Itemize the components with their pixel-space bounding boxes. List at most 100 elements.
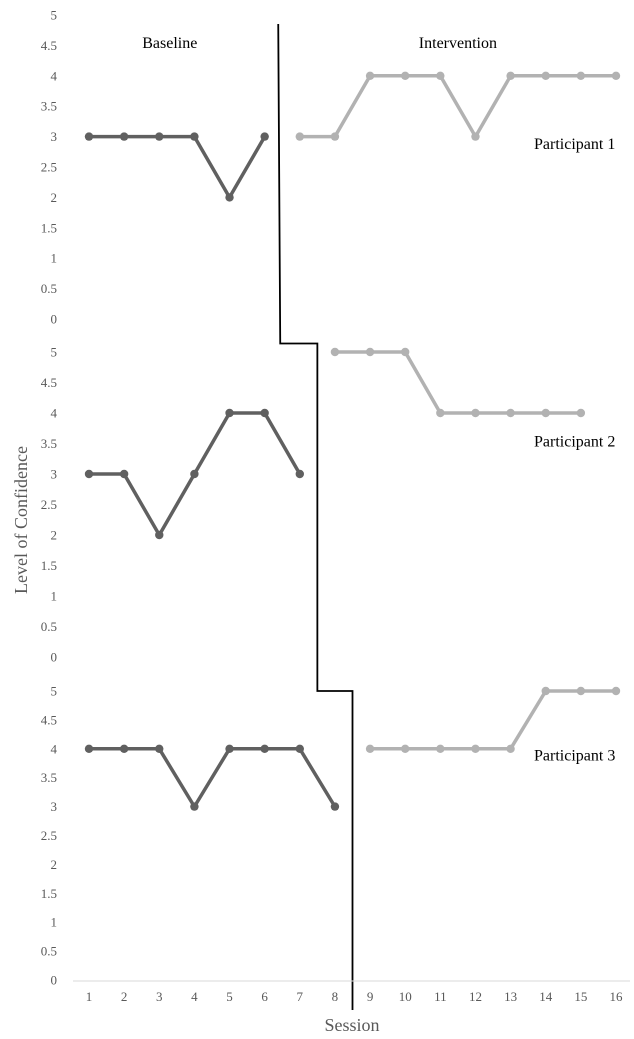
baseline-data-point — [295, 469, 304, 479]
intervention-data-point — [471, 744, 480, 753]
intervention-data-point — [436, 744, 445, 753]
x-tick-label: 13 — [504, 989, 517, 1004]
y-tick-label: 1 — [51, 251, 58, 266]
x-tick-label: 4 — [191, 989, 198, 1004]
intervention-data-point — [471, 408, 480, 418]
x-tick-label: 3 — [156, 989, 163, 1004]
intervention-data-point — [365, 347, 375, 357]
y-tick-label: 2 — [51, 190, 58, 205]
y-tick-label: 2.5 — [41, 497, 57, 512]
y-axis-label: Level of Confidence — [11, 446, 31, 594]
participant-label: Participant 2 — [534, 434, 615, 451]
x-tick-label: 6 — [261, 989, 268, 1004]
baseline-data-point — [119, 132, 129, 141]
baseline-data-point — [84, 469, 94, 479]
y-tick-label: 1.5 — [41, 886, 57, 901]
y-tick-label: 5 — [51, 345, 58, 360]
x-tick-label: 8 — [332, 989, 339, 1004]
x-tick-label: 16 — [610, 989, 624, 1004]
intervention-data-point — [541, 408, 550, 418]
y-tick-label: 1 — [51, 915, 58, 930]
y-tick-label: 2 — [51, 857, 58, 872]
y-tick-label: 0 — [51, 312, 58, 327]
baseline-data-point — [225, 408, 234, 418]
intervention-data-point — [541, 71, 550, 81]
x-axis-label: Session — [324, 1015, 379, 1035]
baseline-data-point — [260, 132, 269, 141]
panel-participant-3: 0 0.5 1 1.5 2 2.5 3 3.5 4 4.5 5 Participant 3 — [41, 684, 621, 988]
baseline-data-point — [225, 193, 234, 202]
y-tick-label: 5 — [51, 684, 58, 699]
intervention-data-point — [506, 71, 515, 81]
x-tick-label: 1 — [86, 989, 93, 1004]
phase-change-line — [277, 23, 354, 1010]
y-tick-label: 3 — [51, 129, 58, 144]
y-tick-label: 3 — [51, 467, 58, 482]
baseline-data-point — [84, 744, 94, 753]
y-tick-label: 4.5 — [41, 712, 57, 727]
x-tick-label: 11 — [434, 989, 447, 1004]
intervention-series-line — [368, 689, 618, 751]
baseline-data-point — [190, 132, 199, 141]
intervention-data-point — [436, 71, 445, 81]
x-tick-label: 12 — [469, 989, 482, 1004]
y-tick-label: 0.5 — [41, 281, 57, 296]
x-tick-label: 2 — [121, 989, 128, 1004]
intervention-data-point — [330, 347, 340, 357]
y-tick-label: 0 — [51, 973, 58, 988]
baseline-data-point — [119, 469, 129, 479]
x-tick-label: 5 — [226, 989, 233, 1004]
intervention-data-point — [576, 686, 586, 696]
chart-panels: 0 0.5 1 1.5 2 2.5 3 3.5 4 4.5 5 Participant 1 0 0.5 1 1… — [41, 8, 621, 988]
y-tick-label: 4 — [51, 406, 58, 421]
intervention-data-point — [541, 686, 550, 696]
intervention-data-point — [401, 744, 410, 753]
baseline-data-point — [260, 408, 269, 418]
baseline-data-point — [155, 530, 164, 540]
y-tick-label: 1.5 — [41, 558, 57, 573]
baseline-data-point — [190, 469, 199, 479]
phase-label-intervention: Intervention — [419, 35, 497, 52]
baseline-data-point — [84, 132, 94, 141]
intervention-data-point — [365, 71, 375, 81]
intervention-data-point — [611, 71, 621, 81]
intervention-data-point — [295, 132, 304, 141]
intervention-data-point — [576, 71, 586, 81]
y-tick-label: 3.5 — [41, 436, 57, 451]
x-tick-label: 9 — [367, 989, 374, 1004]
intervention-data-point — [576, 408, 586, 418]
x-tick-label: 14 — [539, 989, 553, 1004]
x-axis: 1 2 3 4 5 6 7 8 9 10 11 12 13 14 15 16 — [73, 980, 630, 1004]
y-tick-label: 3.5 — [41, 770, 57, 785]
y-tick-label: 2 — [51, 528, 58, 543]
y-tick-label: 5 — [51, 8, 58, 23]
y-tick-label: 2.5 — [41, 160, 57, 175]
baseline-series-line — [87, 134, 267, 200]
baseline-data-point — [155, 744, 164, 753]
intervention-data-point — [506, 408, 515, 418]
phase-label-baseline: Baseline — [142, 35, 197, 52]
baseline-data-point — [190, 802, 199, 811]
baseline-series-line — [87, 747, 337, 809]
y-tick-label: 3 — [51, 799, 58, 814]
baseline-data-point — [260, 744, 269, 753]
baseline-data-point — [295, 744, 304, 753]
intervention-data-point — [436, 408, 445, 418]
intervention-series-line — [333, 350, 583, 415]
intervention-data-point — [611, 686, 621, 696]
panel-participant-2: 0 0.5 1 1.5 2 2.5 3 3.5 4 4.5 5 Participant 2 — [41, 345, 616, 665]
y-tick-label: 1.5 — [41, 220, 57, 235]
y-tick-label: 4 — [51, 68, 58, 83]
y-tick-label: 0 — [51, 650, 58, 665]
y-tick-label: 3.5 — [41, 99, 57, 114]
intervention-data-point — [401, 347, 410, 357]
baseline-data-point — [155, 132, 164, 141]
intervention-data-point — [401, 71, 410, 81]
intervention-series-line — [298, 74, 618, 139]
y-tick-label: 4.5 — [41, 38, 57, 53]
x-tick-label: 7 — [297, 989, 304, 1004]
y-tick-label: 0.5 — [41, 944, 57, 959]
participant-label: Participant 1 — [534, 136, 615, 153]
baseline-data-point — [119, 744, 129, 753]
